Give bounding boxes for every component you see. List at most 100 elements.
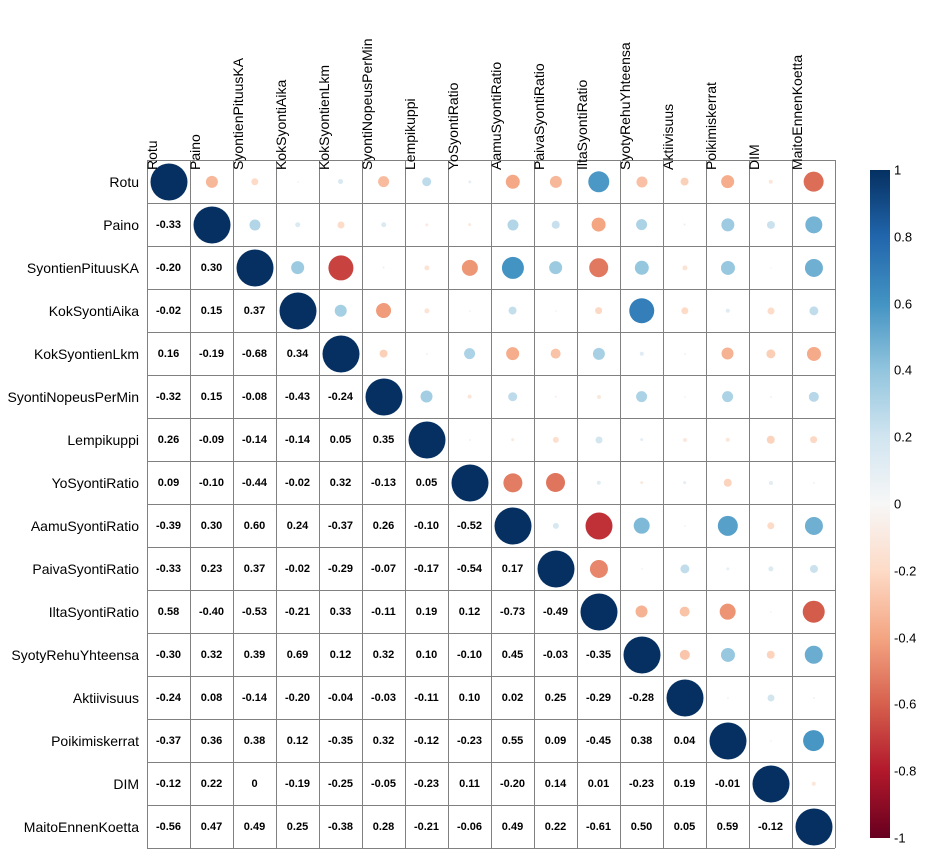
corr-cell: -0.02 (147, 289, 190, 332)
corr-cell: 0.49 (491, 805, 534, 848)
corr-cell (749, 719, 792, 762)
corr-cell: -0.10 (405, 504, 448, 547)
corr-cell: -0.09 (190, 418, 233, 461)
corr-cell: -0.13 (362, 461, 405, 504)
corr-circle (501, 256, 523, 278)
corr-circle (720, 647, 734, 661)
corr-cell (491, 332, 534, 375)
legend-tick: 0.2 (894, 430, 912, 445)
corr-cell (706, 547, 749, 590)
corr-cell (405, 332, 448, 375)
corr-circle (768, 566, 773, 571)
corr-cell (706, 504, 749, 547)
corr-cell: -0.23 (448, 719, 491, 762)
corr-cell: -0.14 (276, 418, 319, 461)
corr-circle (592, 347, 604, 359)
corr-circle (550, 348, 561, 359)
row-label: AamuSyontiRatio (0, 504, 139, 547)
corr-circle (720, 260, 734, 274)
corr-circle (666, 679, 703, 716)
corr-circle (809, 564, 817, 572)
corr-cell (233, 246, 276, 289)
corr-cell (749, 633, 792, 676)
corr-cell (706, 633, 749, 676)
corr-circle (808, 391, 818, 401)
corr-cell: -0.05 (362, 762, 405, 805)
corr-cell: 0.05 (405, 461, 448, 504)
corr-cell (749, 461, 792, 504)
corr-cell (792, 289, 835, 332)
corr-circle (767, 694, 774, 701)
corr-circle (683, 223, 686, 226)
corr-cell: 0.37 (233, 289, 276, 332)
corr-cell: -0.73 (491, 590, 534, 633)
corr-circle (766, 220, 774, 228)
corr-cell: 0.25 (276, 805, 319, 848)
corr-circle (589, 559, 607, 577)
corr-cell: -0.24 (147, 676, 190, 719)
corr-circle (555, 310, 557, 312)
corr-circle (193, 206, 230, 243)
corr-circle (511, 438, 515, 442)
corr-circle (236, 249, 273, 286)
corr-cell: 0.39 (233, 633, 276, 676)
corr-cell (792, 719, 835, 762)
corr-circle (725, 308, 729, 312)
corr-circle (641, 568, 643, 570)
corr-circle (596, 480, 600, 484)
corr-circle (464, 348, 476, 360)
col-label: IltaSyontiRatio (574, 80, 590, 170)
legend-tick: 0.8 (894, 229, 912, 244)
col-label: Rotu (144, 140, 160, 170)
corr-cell (706, 461, 749, 504)
corr-circle (537, 550, 574, 587)
corr-cell: -0.24 (319, 375, 362, 418)
row-label: IltaSyontiRatio (0, 590, 139, 633)
corr-cell: 0.45 (491, 633, 534, 676)
corr-cell: -0.23 (405, 762, 448, 805)
corr-cell (534, 375, 577, 418)
corr-cell: -0.33 (147, 203, 190, 246)
corr-cell (620, 246, 663, 289)
corr-circle (636, 176, 647, 187)
corr-cell (534, 246, 577, 289)
col-label: SyotyRehuYhteensa (617, 42, 633, 170)
legend-tick: 0 (894, 497, 901, 512)
corr-cell: 0.14 (534, 762, 577, 805)
col-label: Paino (187, 134, 203, 170)
corr-circle (752, 765, 789, 802)
corr-cell: -0.10 (190, 461, 233, 504)
corr-cell: -0.02 (276, 461, 319, 504)
row-label: Rotu (0, 160, 139, 203)
corr-circle (804, 258, 822, 276)
row-label: SyontiNopeusPerMin (0, 375, 139, 418)
corr-circle (812, 481, 814, 483)
corr-circle (382, 266, 385, 269)
corr-cell (534, 547, 577, 590)
plot-grid: -0.33-0.200.30-0.020.150.370.16-0.19-0.6… (147, 160, 835, 848)
corr-cell (792, 461, 835, 504)
corr-cell (362, 246, 405, 289)
corr-cell (706, 375, 749, 418)
corr-cell (663, 203, 706, 246)
corr-cell: -0.12 (147, 762, 190, 805)
corr-circle (551, 220, 560, 229)
corr-circle (365, 378, 402, 415)
corr-cell (663, 633, 706, 676)
legend-tick: 0.6 (894, 296, 912, 311)
corr-cell (620, 203, 663, 246)
corr-cell (276, 203, 319, 246)
corr-circle (408, 421, 445, 458)
corr-circle (595, 436, 602, 443)
row-label: SyontienPituusKA (0, 246, 139, 289)
corr-cell: 0.08 (190, 676, 233, 719)
corr-cell (706, 676, 749, 719)
corr-circle (334, 304, 347, 317)
corr-cell: -0.49 (534, 590, 577, 633)
corr-cell: 0.50 (620, 805, 663, 848)
legend-tick: -0.8 (894, 764, 916, 779)
corr-circle (766, 650, 775, 659)
corr-cell: 0.19 (663, 762, 706, 805)
corr-cell: 0.60 (233, 504, 276, 547)
corr-cell: 0.22 (190, 762, 233, 805)
